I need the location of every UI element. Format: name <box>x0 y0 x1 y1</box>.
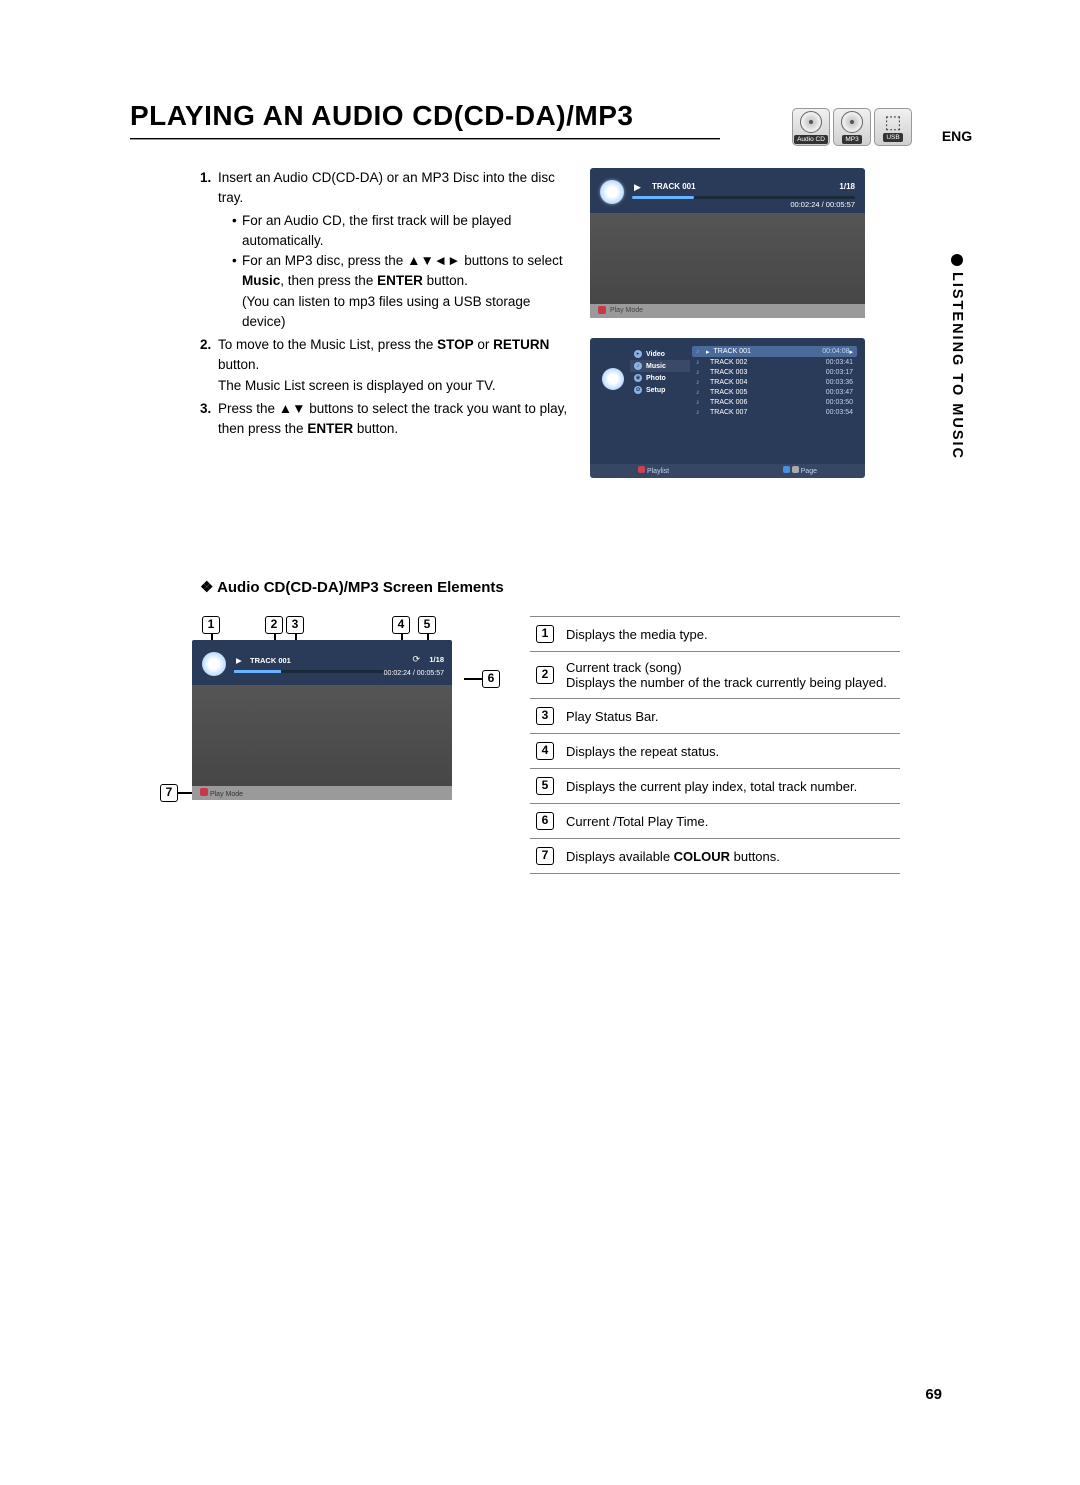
title-divider <box>130 138 720 140</box>
track-row: ♪TRACK 00700:03:54 <box>692 407 857 417</box>
diagram: 1 2 3 4 5 6 7 ▶ TRACK 001 ⟳ 1/18 00:02:2… <box>170 616 490 824</box>
disc-icon <box>602 368 624 390</box>
element-desc: Displays the media type. <box>560 617 900 652</box>
instructions: Insert an Audio CD(CD-DA) or an MP3 Disc… <box>130 168 570 478</box>
track-row: ♪TRACK 00200:03:41 <box>692 357 857 367</box>
callout-3: 3 <box>286 616 304 634</box>
step-3: Press the ▲▼ buttons to select the track… <box>200 399 570 440</box>
track-row: ♪TRACK 00500:03:47 <box>692 387 857 397</box>
element-desc: Displays the repeat status. <box>560 734 900 769</box>
progress-bar <box>632 196 855 199</box>
track-index: 1/18 <box>429 655 444 664</box>
element-desc: Current /Total Play Time. <box>560 804 900 839</box>
time-display: 00:02:24 / 00:05:57 <box>790 200 855 209</box>
music-list-screenshot: ▸Video ♪Music ◉Photo ✿Setup ♪▸TRACK 0010… <box>590 338 865 478</box>
callout-4: 4 <box>392 616 410 634</box>
a-button-icon <box>200 788 208 796</box>
disc-icon <box>600 180 624 204</box>
element-desc: Displays available COLOUR buttons. <box>560 839 900 874</box>
list-footer: Playlist Page <box>590 464 865 478</box>
sidebar-dot <box>951 254 963 266</box>
diagram-player: ▶ TRACK 001 ⟳ 1/18 00:02:24 / 00:05:57 P… <box>192 640 452 800</box>
diagram-footer: Play Mode <box>192 786 452 800</box>
table-row: 1 Displays the media type. <box>530 617 900 652</box>
callout-1: 1 <box>202 616 220 634</box>
page-number: 69 <box>925 1386 942 1403</box>
step-1: Insert an Audio CD(CD-DA) or an MP3 Disc… <box>200 168 570 332</box>
step-1-bullet-2: For an MP3 disc, press the ▲▼◄► buttons … <box>232 251 570 332</box>
callout-5: 5 <box>418 616 436 634</box>
callout-7: 7 <box>160 784 178 802</box>
disc-icon <box>202 652 226 676</box>
lang-code: ENG <box>942 128 972 144</box>
usb-icon: ⬚ USB <box>874 108 912 146</box>
track-list: ♪▸TRACK 00100:04:08 ▸ ♪TRACK 00200:03:41… <box>692 346 857 417</box>
instructions-row: Insert an Audio CD(CD-DA) or an MP3 Disc… <box>130 168 960 478</box>
tab-photo: ◉Photo <box>630 372 690 384</box>
sidebar-tab: ENG LISTENING TO MUSIC <box>942 120 972 600</box>
play-icon: ▶ <box>236 656 242 665</box>
step-2: To move to the Music List, press the STO… <box>200 335 570 396</box>
table-row: 5 Displays the current play index, total… <box>530 769 900 804</box>
callout-6: 6 <box>482 670 500 688</box>
time-display: 00:02:24 / 00:05:57 <box>384 670 444 677</box>
screenshots: ▶ TRACK 001 1/18 00:02:24 / 00:05:57 Pla… <box>590 168 880 478</box>
progress-bar <box>234 670 392 673</box>
section-name: LISTENING TO MUSIC <box>949 272 965 460</box>
table-row: 4 Displays the repeat status. <box>530 734 900 769</box>
element-desc: Play Status Bar. <box>560 699 900 734</box>
player-screenshot: ▶ TRACK 001 1/18 00:02:24 / 00:05:57 Pla… <box>590 168 865 318</box>
table-row: 2 Current track (song)Displays the numbe… <box>530 652 900 699</box>
track-name: TRACK 001 <box>652 182 696 191</box>
element-desc: Current track (song)Displays the number … <box>560 652 900 699</box>
track-index: 1/18 <box>839 182 855 191</box>
a-button-icon <box>598 306 606 314</box>
page: PLAYING AN AUDIO CD(CD-DA)/MP3 Audio CD … <box>0 0 1080 1485</box>
table-row: 7 Displays available COLOUR buttons. <box>530 839 900 874</box>
category-tabs: ▸Video ♪Music ◉Photo ✿Setup <box>630 348 690 396</box>
elements-table: 1 Displays the media type. 2 Current tra… <box>530 616 900 874</box>
callout-2: 2 <box>265 616 283 634</box>
step-1-bullet-1: For an Audio CD, the first track will be… <box>232 211 570 252</box>
element-desc: Displays the current play index, total t… <box>560 769 900 804</box>
table-row: 3 Play Status Bar. <box>530 699 900 734</box>
tab-video: ▸Video <box>630 348 690 360</box>
mp3-icon: MP3 <box>833 108 871 146</box>
tab-music: ♪Music <box>630 360 690 372</box>
audio-cd-icon: Audio CD <box>792 108 830 146</box>
player-footer: Play Mode <box>590 304 865 318</box>
tab-setup: ✿Setup <box>630 384 690 396</box>
track-row: ♪TRACK 00300:03:17 <box>692 367 857 377</box>
step-1-text: Insert an Audio CD(CD-DA) or an MP3 Disc… <box>218 170 555 205</box>
screen-elements-heading: Audio CD(CD-DA)/MP3 Screen Elements <box>200 578 960 596</box>
repeat-icon: ⟳ <box>412 654 420 665</box>
track-row: ♪▸TRACK 00100:04:08 ▸ <box>692 346 857 357</box>
play-icon: ▶ <box>634 182 641 193</box>
track-row: ♪TRACK 00400:03:36 <box>692 377 857 387</box>
track-name: TRACK 001 <box>250 656 291 665</box>
track-row: ♪TRACK 00600:03:50 <box>692 397 857 407</box>
screen-elements-row: 1 2 3 4 5 6 7 ▶ TRACK 001 ⟳ 1/18 00:02:2… <box>170 616 960 874</box>
table-row: 6 Current /Total Play Time. <box>530 804 900 839</box>
media-type-icons: Audio CD MP3 ⬚ USB <box>792 108 912 146</box>
